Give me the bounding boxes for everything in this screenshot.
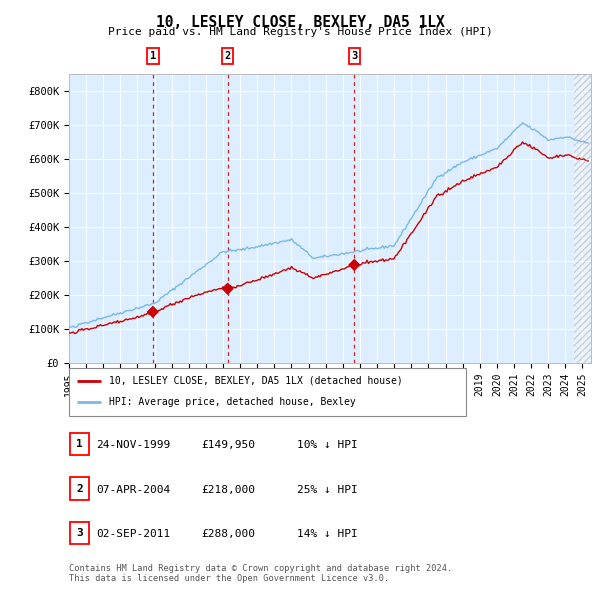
Text: 25% ↓ HPI: 25% ↓ HPI	[297, 485, 358, 494]
Text: £149,950: £149,950	[201, 441, 255, 450]
Text: £288,000: £288,000	[201, 529, 255, 539]
Text: 24-NOV-1999: 24-NOV-1999	[96, 441, 170, 450]
Text: 3: 3	[76, 528, 83, 537]
Point	[148, 307, 158, 317]
Text: 10, LESLEY CLOSE, BEXLEY, DA5 1LX: 10, LESLEY CLOSE, BEXLEY, DA5 1LX	[155, 15, 445, 30]
Text: 10% ↓ HPI: 10% ↓ HPI	[297, 441, 358, 450]
Text: 07-APR-2004: 07-APR-2004	[96, 485, 170, 494]
Point	[350, 260, 359, 270]
Text: 2: 2	[224, 51, 231, 61]
Text: 1: 1	[76, 440, 83, 449]
Text: HPI: Average price, detached house, Bexley: HPI: Average price, detached house, Bexl…	[109, 398, 355, 408]
Text: £218,000: £218,000	[201, 485, 255, 494]
Text: Price paid vs. HM Land Registry's House Price Index (HPI): Price paid vs. HM Land Registry's House …	[107, 27, 493, 37]
Bar	[574, 74, 591, 363]
FancyBboxPatch shape	[70, 477, 89, 500]
Text: 1: 1	[150, 51, 156, 61]
Text: 14% ↓ HPI: 14% ↓ HPI	[297, 529, 358, 539]
Point	[223, 284, 232, 293]
Bar	[574, 74, 591, 363]
Text: Contains HM Land Registry data © Crown copyright and database right 2024.
This d: Contains HM Land Registry data © Crown c…	[69, 563, 452, 583]
FancyBboxPatch shape	[70, 522, 89, 544]
Text: 3: 3	[351, 51, 358, 61]
Text: 2: 2	[76, 484, 83, 493]
Text: 02-SEP-2011: 02-SEP-2011	[96, 529, 170, 539]
FancyBboxPatch shape	[70, 433, 89, 455]
Text: 10, LESLEY CLOSE, BEXLEY, DA5 1LX (detached house): 10, LESLEY CLOSE, BEXLEY, DA5 1LX (detac…	[109, 376, 403, 386]
FancyBboxPatch shape	[69, 368, 466, 416]
